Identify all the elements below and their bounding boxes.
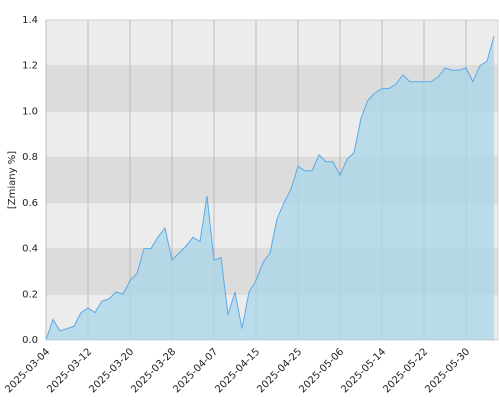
y-tick-label: 1.4 — [22, 15, 38, 26]
y-tick-label: 0.6 — [22, 198, 38, 209]
y-tick-label: 0.8 — [22, 152, 38, 163]
line — [45, 35, 495, 341]
plot-border — [45, 19, 499, 341]
y-tick-label: 1.0 — [22, 106, 38, 117]
y-tick-label: 0.2 — [22, 289, 38, 300]
y-tick-label: 1.2 — [22, 61, 38, 72]
x-tick-label: 2025-05-30 — [423, 346, 472, 395]
y-tick-label: 0.0 — [22, 335, 38, 346]
y-axis-label: [Zmiany %] — [7, 151, 18, 209]
y-tick-label: 0.4 — [22, 244, 38, 255]
area — [46, 36, 494, 340]
